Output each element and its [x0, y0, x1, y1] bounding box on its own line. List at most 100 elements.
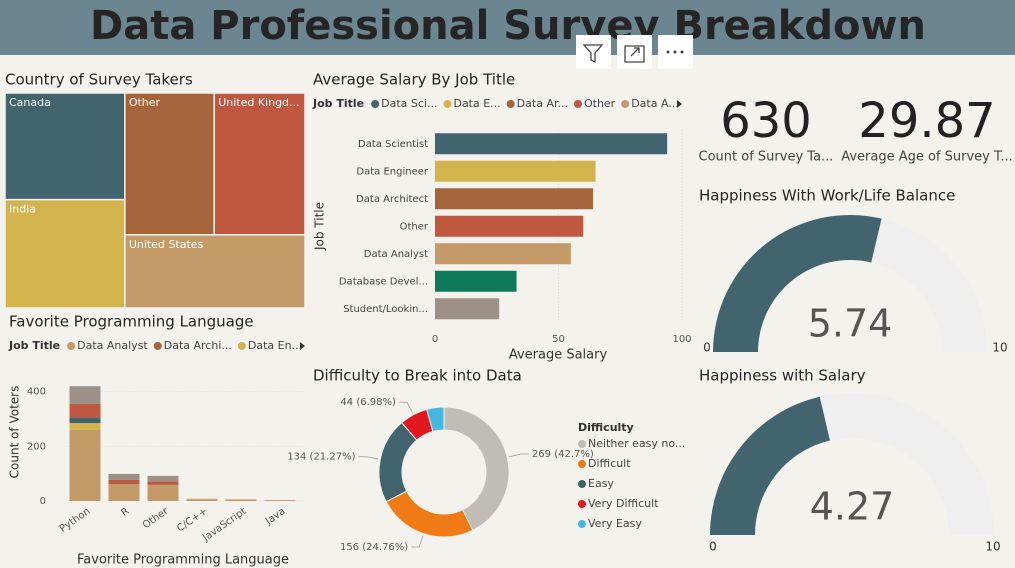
card-value: 630	[720, 93, 812, 149]
legend-label: Very Easy	[588, 517, 642, 530]
gauge-value: 4.27	[810, 485, 895, 529]
leader-line	[358, 456, 379, 460]
more-dot	[673, 50, 677, 54]
bar-segment	[108, 479, 140, 483]
focus-icon	[624, 45, 645, 63]
bar-segment	[69, 417, 101, 424]
legend-label: Other	[584, 97, 616, 110]
legend-scroll-arrow[interactable]	[300, 342, 305, 350]
treemap-tile	[124, 92, 215, 236]
more-dot	[680, 50, 684, 54]
treemap-label: United States	[129, 238, 204, 251]
gauge-min: 0	[703, 341, 711, 355]
filter-icon	[582, 44, 604, 64]
x-tick-label: 100	[672, 334, 691, 345]
legend-title: Job Title	[312, 97, 364, 110]
legend-swatch	[578, 480, 586, 488]
data-label: 156 (24.76%)	[340, 542, 408, 553]
chart-title: Average Salary By Job Title	[313, 71, 515, 89]
x-tick-label: 0	[432, 334, 438, 345]
legend-label: Data Ar...	[517, 97, 568, 110]
data-label: 44 (6.98%)	[340, 397, 396, 408]
legend-label: Data E...	[453, 97, 500, 110]
legend-swatch	[67, 342, 76, 350]
y-tick-label: Data Engineer	[356, 166, 428, 177]
gauge-fill	[710, 396, 830, 535]
gauge-max: 10	[992, 341, 1007, 355]
chart-title: Difficulty to Break into Data	[313, 367, 522, 385]
legend-label: Data En...	[248, 339, 302, 352]
legend-swatch	[578, 520, 586, 528]
leader-line	[509, 453, 529, 458]
legend-label: Data Analyst	[77, 339, 148, 352]
leader-line	[398, 401, 413, 414]
x-axis-label: Average Salary	[509, 348, 608, 363]
treemap-tile	[4, 198, 126, 309]
bar-segment	[147, 484, 179, 486]
bar-segment	[264, 500, 296, 501]
y-tick-label: Data Architect	[356, 194, 428, 205]
card-label: Count of Survey Ta...	[699, 150, 834, 165]
legend-swatch	[578, 440, 586, 448]
treemap-tile	[124, 234, 306, 309]
leader-line	[411, 535, 424, 548]
treemap-label: Other	[129, 96, 161, 109]
legend-swatch	[237, 342, 246, 350]
bar	[435, 270, 517, 292]
bar-segment	[108, 473, 140, 480]
legend-label: Data Sci...	[381, 97, 437, 110]
header-bar	[0, 0, 1015, 55]
treemap-label: India	[9, 203, 36, 216]
legend-swatch	[153, 342, 162, 350]
treemap-tile	[4, 92, 126, 201]
y-axis-label: Job Title	[313, 202, 327, 251]
legend-swatch	[578, 500, 586, 508]
bar	[435, 243, 571, 265]
bar	[435, 298, 500, 320]
legend-swatch	[621, 100, 630, 108]
chart-title: Country of Survey Takers	[5, 71, 193, 89]
bar-segment	[69, 403, 101, 418]
gauge-fill	[713, 215, 882, 352]
bar-segment	[108, 482, 140, 485]
visual-toolbar	[576, 35, 693, 69]
bar	[435, 133, 668, 155]
legend-label: Easy	[588, 477, 614, 490]
y-tick-label: Database Devel...	[339, 276, 428, 287]
legend-label: Neither easy no...	[588, 437, 685, 450]
x-tick-label: 50	[552, 334, 565, 345]
y-tick-label: 200	[27, 441, 46, 452]
treemap-label: United Kingd...	[218, 96, 299, 109]
legend-swatch	[573, 100, 582, 108]
y-tick-label: Other	[400, 221, 429, 232]
bar-segment	[147, 481, 179, 485]
bar	[435, 160, 596, 182]
legend-swatch	[443, 100, 452, 108]
chart-title: Happiness with Salary	[699, 367, 866, 385]
gauge-min: 0	[709, 540, 717, 554]
legend-label: Data Archi...	[164, 339, 232, 352]
card-label: Average Age of Survey T...	[841, 150, 1013, 165]
y-tick-label: Student/Lookin...	[343, 304, 428, 315]
bar	[435, 188, 594, 210]
y-tick-label: Data Scientist	[358, 139, 428, 150]
legend-title: Difficulty	[578, 421, 634, 434]
bar	[435, 215, 584, 237]
legend-swatch	[578, 460, 586, 468]
gauge-max: 10	[985, 540, 1000, 554]
chart-title: Favorite Programming Language	[9, 313, 254, 331]
legend-label: Difficult	[588, 457, 631, 470]
y-tick-label: 0	[40, 496, 46, 507]
legend-label: Very Difficult	[588, 497, 659, 510]
legend-swatch	[506, 100, 515, 108]
legend-scroll-arrow[interactable]	[677, 100, 682, 108]
more-dot	[666, 50, 670, 54]
bar-segment	[108, 484, 140, 501]
x-axis-label: Favorite Programming Language	[77, 553, 289, 568]
donut-slice	[443, 406, 510, 531]
data-label: 269 (42.7%)	[532, 449, 594, 460]
bar-segment	[186, 499, 218, 501]
filter-button[interactable]	[576, 35, 611, 69]
